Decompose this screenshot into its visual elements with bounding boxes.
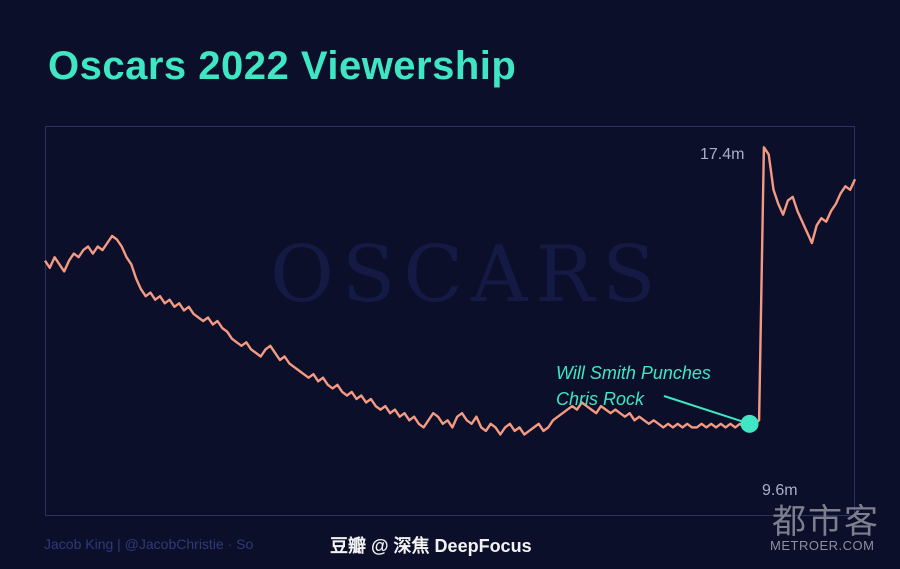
punch-moment-point — [740, 414, 759, 433]
plot-frame — [45, 126, 855, 516]
peak-value-label: 17.4m — [700, 146, 745, 163]
site-logo-cn: 都市客 — [772, 503, 880, 541]
marks-group — [663, 395, 759, 433]
pre-punch-value-label: 9.6m — [762, 482, 798, 499]
chart-title: Oscars 2022 Viewership — [48, 44, 517, 88]
event-annotation: Will Smith Punches Chris Rock — [556, 360, 711, 412]
credit-text: Jacob King | @JacobChristie · So — [44, 536, 254, 552]
series-group — [44, 146, 857, 436]
viewership-series-line — [44, 146, 857, 436]
site-logo-en: METROER.COM — [770, 538, 875, 553]
source-text: 豆瓣 @ 深焦 DeepFocus — [330, 536, 532, 556]
oscars-watermark-logo: OSCARS — [270, 230, 664, 320]
annotation-leader-line — [663, 395, 750, 425]
annotation-line-1: Will Smith Punches — [556, 363, 711, 383]
annotation-line-2: Chris Rock — [556, 389, 645, 409]
